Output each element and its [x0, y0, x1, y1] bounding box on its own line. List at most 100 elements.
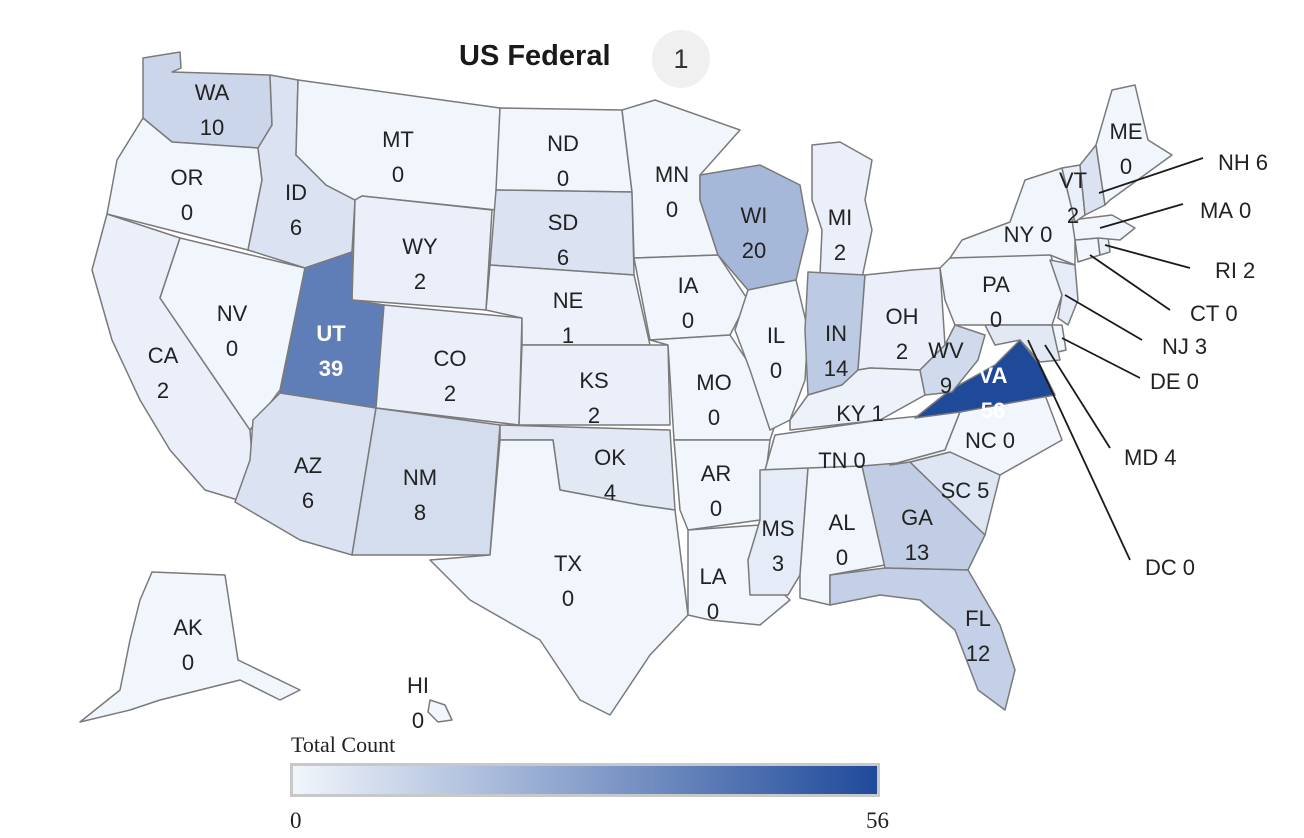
state-value-IL: 0	[770, 358, 782, 383]
state-AK[interactable]	[79, 571, 301, 723]
state-value-NM: 8	[414, 500, 426, 525]
state-label-CA: CA	[148, 343, 179, 368]
state-abbr-KY: KY	[836, 401, 866, 426]
state-value-UT: 39	[319, 356, 343, 381]
state-DE[interactable]	[1051, 324, 1067, 353]
state-FL[interactable]	[829, 567, 1016, 711]
state-value-CT: 0	[1225, 301, 1237, 326]
state-label-FL: FL	[965, 606, 991, 631]
state-value-MT: 0	[392, 162, 404, 187]
state-label-WI: WI	[741, 203, 768, 228]
state-NC[interactable]	[889, 394, 1063, 476]
state-abbr-NY: NY	[1004, 222, 1035, 247]
state-label-WV: WV	[928, 338, 964, 363]
state-value-CA: 2	[157, 378, 169, 403]
state-label-KY: KY 1	[836, 401, 884, 426]
state-label-VA: VA	[979, 363, 1008, 388]
state-label-MA: MA 0	[1200, 198, 1251, 223]
state-labels: WA10OR0CA2NV0ID6MT0WY2UT39AZ6CO2NM8ND0SD…	[148, 80, 1268, 733]
state-WY[interactable]	[351, 195, 493, 311]
state-WV[interactable]	[919, 324, 986, 396]
state-label-MI: MI	[828, 205, 852, 230]
state-value-KS: 2	[588, 403, 600, 428]
state-label-MD: MD 4	[1124, 445, 1176, 470]
state-NY[interactable]	[949, 167, 1076, 266]
state-MI[interactable]	[811, 141, 873, 279]
state-value-PA: 0	[990, 307, 1002, 332]
state-label-IL: IL	[767, 323, 785, 348]
legend-max-label: 56	[866, 808, 889, 833]
state-label-SC: SC 5	[941, 478, 990, 503]
state-value-WA: 10	[200, 115, 224, 140]
state-value-SD: 6	[557, 245, 569, 270]
state-label-ME: ME	[1110, 119, 1143, 144]
state-HI[interactable]	[427, 699, 453, 723]
state-abbr-RI: RI	[1215, 258, 1237, 283]
state-label-ND: ND	[547, 131, 579, 156]
state-value-MS: 3	[772, 551, 784, 576]
state-value-NC: 0	[1003, 428, 1015, 453]
state-value-NJ: 3	[1195, 334, 1207, 359]
state-label-GA: GA	[901, 505, 933, 530]
state-label-SD: SD	[548, 210, 579, 235]
state-label-NY: NY 0	[1004, 222, 1053, 247]
state-label-HI: HI	[407, 673, 429, 698]
state-value-VA: 56	[981, 398, 1005, 423]
state-KY[interactable]	[789, 367, 926, 431]
state-ME[interactable]	[1095, 84, 1173, 206]
state-value-IN: 14	[824, 356, 848, 381]
state-value-MI: 2	[834, 240, 846, 265]
state-label-NV: NV	[217, 301, 248, 326]
state-value-MD: 4	[1164, 445, 1176, 470]
state-KS[interactable]	[518, 344, 671, 426]
state-value-MN: 0	[666, 197, 678, 222]
state-label-OR: OR	[171, 165, 204, 190]
state-label-CO: CO	[434, 346, 467, 371]
state-label-KS: KS	[579, 368, 608, 393]
count-badge: 1	[652, 30, 710, 88]
legend-title: Total Count	[291, 732, 396, 757]
state-AR[interactable]	[673, 439, 771, 531]
state-value-OR: 0	[181, 200, 193, 225]
state-value-ND: 0	[557, 166, 569, 191]
state-label-WA: WA	[195, 80, 230, 105]
legend-color-scale	[290, 763, 880, 797]
state-value-DC: 0	[1183, 555, 1195, 580]
state-abbr-SC: SC	[941, 478, 972, 503]
state-label-NC: NC 0	[965, 428, 1015, 453]
state-label-NE: NE	[553, 288, 584, 313]
state-abbr-MA: MA	[1200, 198, 1233, 223]
state-abbr-MD: MD	[1124, 445, 1158, 470]
state-value-WY: 2	[414, 269, 426, 294]
state-label-MT: MT	[382, 127, 414, 152]
state-label-AZ: AZ	[294, 453, 322, 478]
state-value-AK: 0	[182, 650, 194, 675]
state-value-AL: 0	[836, 545, 848, 570]
state-value-OH: 2	[896, 339, 908, 364]
state-TX[interactable]	[429, 439, 689, 716]
state-abbr-TN: TN	[818, 448, 847, 473]
state-abbr-NJ: NJ	[1162, 334, 1189, 359]
state-label-IN: IN	[825, 321, 847, 346]
state-value-NH: 6	[1256, 150, 1268, 175]
state-value-TX: 0	[562, 586, 574, 611]
state-label-CT: CT 0	[1190, 301, 1238, 326]
state-value-WI: 20	[742, 238, 766, 263]
state-value-MO: 0	[708, 405, 720, 430]
state-value-DE: 0	[1187, 369, 1199, 394]
state-label-NH: NH 6	[1218, 150, 1268, 175]
state-value-GA: 13	[905, 540, 929, 565]
state-label-NJ: NJ 3	[1162, 334, 1207, 359]
state-value-NE: 1	[562, 323, 574, 348]
state-value-SC: 5	[977, 478, 989, 503]
state-label-NM: NM	[403, 465, 437, 490]
map-title: US Federal	[459, 40, 611, 72]
state-label-AL: AL	[829, 510, 856, 535]
state-label-UT: UT	[316, 321, 346, 346]
state-value-ID: 6	[290, 215, 302, 240]
state-value-ME: 0	[1120, 154, 1132, 179]
state-label-OH: OH	[886, 304, 919, 329]
state-value-RI: 2	[1243, 258, 1255, 283]
state-abbr-NH: NH	[1218, 150, 1250, 175]
